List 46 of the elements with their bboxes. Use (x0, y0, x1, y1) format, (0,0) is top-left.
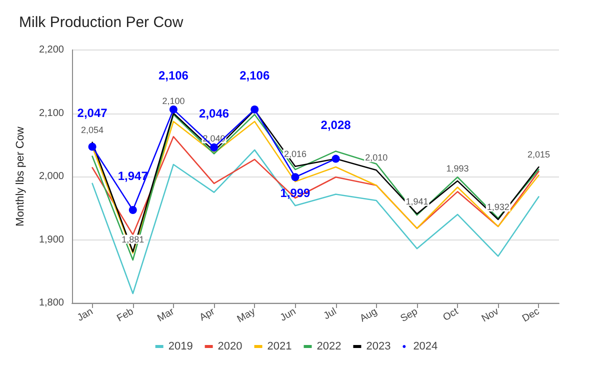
point (250, 105, 259, 114)
x-tick-label: Feb (115, 306, 136, 324)
chart-title: Milk Production Per Cow (19, 14, 184, 31)
x-tick-label: Jan (76, 306, 96, 324)
y-tick-label: 2,100 (38, 108, 64, 119)
x-tick-label: Mar (156, 306, 177, 324)
legend-label: 2020 (218, 340, 242, 352)
point (128, 206, 137, 214)
data-label: 2,010 (365, 152, 388, 163)
x-tick-label: May (236, 306, 258, 326)
x-tick-label: Aug (358, 306, 380, 325)
data-label: 1,932 (486, 202, 510, 212)
x-tick-label: Sep (398, 306, 420, 325)
data-label: 2,047 (77, 106, 108, 120)
y-tick-label: 1,900 (38, 234, 64, 246)
data-label: 2,046 (199, 106, 230, 120)
data-label: 1,881 (122, 234, 144, 244)
x-tick-label: Nov (480, 306, 501, 325)
point (169, 105, 178, 114)
legend-label: 2024 (413, 340, 438, 352)
data-label: 2,016 (284, 148, 306, 159)
data-label: 2,106 (158, 68, 189, 82)
x-tick-label: Oct (441, 306, 460, 324)
legend-label: 2023 (366, 340, 391, 352)
point (210, 143, 218, 152)
data-label: 2,054 (81, 124, 104, 135)
legend-label: 2022 (316, 340, 342, 352)
x-tick-label: Jun (278, 306, 298, 324)
legend-label: 2019 (168, 340, 193, 352)
data-label: 1,993 (446, 163, 469, 174)
x-tick-label: Dec (520, 306, 542, 325)
y-tick-label: 2,000 (38, 171, 64, 182)
data-label: 2,015 (527, 150, 550, 160)
y-tick-label: 1,800 (38, 298, 64, 308)
data-label: 2,028 (320, 118, 352, 132)
legend-label: 2021 (267, 340, 292, 352)
x-tick-label: Apr (198, 306, 218, 324)
x-tick-label: Jul (322, 306, 339, 322)
data-label: 2,100 (162, 96, 185, 106)
point (332, 154, 340, 163)
data-label: 1,941 (406, 196, 428, 206)
point (291, 173, 300, 182)
y-tick-label: 2,200 (38, 44, 64, 56)
data-label: 2,106 (240, 68, 270, 82)
y-axis-title: Monthly lbs per Cow (14, 126, 26, 226)
point (88, 142, 96, 151)
